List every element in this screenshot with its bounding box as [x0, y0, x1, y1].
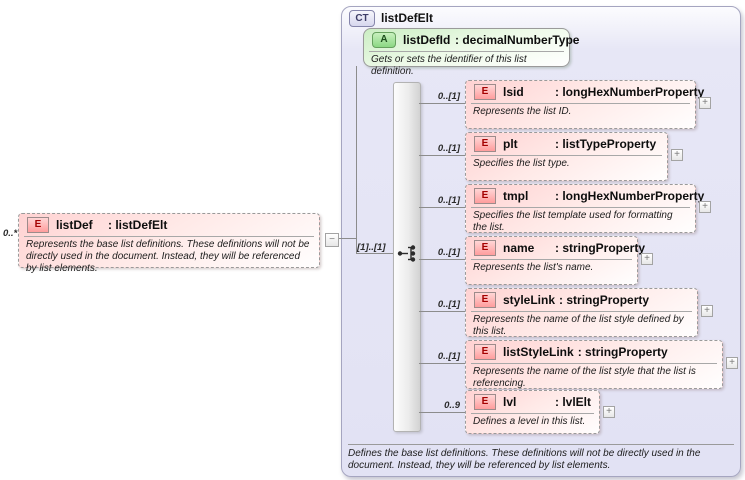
element-type: : listTypeProperty — [555, 137, 657, 151]
expand-toggle-tmpl[interactable]: + — [699, 201, 711, 213]
element-listStyleLink[interactable]: E listStyleLink : stringProperty Represe… — [465, 340, 723, 389]
child-cardinality-label: 0..[1] — [437, 195, 460, 206]
child-cardinality-label: 0..[1] — [437, 91, 460, 102]
element-type: : stringProperty — [555, 241, 646, 255]
complextype-badge: CT — [349, 10, 375, 27]
complextype-title: listDefElt — [381, 11, 434, 25]
connector-child — [419, 207, 465, 208]
element-annotation: Defines a level in this list. — [473, 416, 586, 427]
element-annotation: Specifies the list template used for for… — [473, 210, 673, 233]
divider — [471, 155, 662, 156]
element-annotation: Represents the name of the list style th… — [473, 366, 696, 389]
element-badge-icon: E — [474, 292, 496, 308]
element-type: : listDefElt — [108, 218, 168, 232]
element-styleLink[interactable]: E styleLink : stringProperty Represents … — [465, 288, 698, 337]
divider — [24, 236, 314, 237]
element-badge-icon: E — [474, 394, 496, 410]
complextype-annotation: Defines the base list definitions. These… — [348, 448, 701, 471]
connector-child — [419, 155, 465, 156]
element-annotation: Represents the list ID. — [473, 106, 572, 117]
element-name: lsid — [503, 85, 524, 99]
element-type: : longHexNumberProperty — [555, 85, 705, 99]
element-title: E lsid : longHexNumberProperty — [466, 81, 704, 103]
element-badge-icon: E — [474, 188, 496, 204]
element-name: lvl — [503, 395, 517, 409]
element-listDef-title: E listDef : listDefElt — [19, 214, 319, 236]
child-cardinality-label: 0..[1] — [437, 247, 460, 258]
element-name: name — [503, 241, 535, 255]
element-tmpl[interactable]: E tmpl : longHexNumberProperty Specifies… — [465, 184, 704, 233]
sequence-group-bar[interactable] — [393, 82, 421, 432]
element-name: listDef — [56, 218, 93, 232]
element-name: plt — [503, 137, 518, 151]
divider — [348, 444, 734, 445]
connector-to-sequence — [356, 253, 394, 254]
divider — [471, 363, 717, 364]
element-plt[interactable]: E plt : listTypeProperty Specifies the l… — [465, 132, 668, 181]
element-annotation: Specifies the list type. — [473, 158, 570, 169]
element-type: : longHexNumberProperty — [555, 189, 705, 203]
element-lsid[interactable]: E lsid : longHexNumberProperty Represent… — [465, 80, 704, 129]
divider — [369, 51, 564, 52]
connector-child — [419, 311, 465, 312]
connector-child — [419, 103, 465, 104]
child-cardinality-label: 0..[1] — [437, 143, 460, 154]
expand-toggle-lvl[interactable]: + — [603, 406, 615, 418]
element-listDef[interactable]: E listDef : listDefElt Represents the ba… — [18, 213, 320, 274]
expand-toggle-listStyleLink[interactable]: + — [726, 357, 738, 369]
element-title: E listStyleLink : stringProperty — [466, 341, 722, 363]
connector-child — [419, 363, 465, 364]
element-lvl[interactable]: E lvl : lvlElt Defines a level in this l… — [465, 390, 600, 434]
connector-child — [419, 412, 465, 413]
element-title: E tmpl : longHexNumberProperty — [466, 185, 704, 207]
element-title: E lvl : lvlElt — [466, 391, 599, 413]
sequence-cardinality-label: [1]..[1] — [357, 242, 386, 253]
connector-root-to-tree — [339, 238, 357, 239]
root-cardinality-label: 0..* — [3, 228, 18, 239]
connector-vertical — [356, 66, 357, 254]
element-name-box[interactable]: E name : stringProperty Represents the l… — [465, 236, 645, 285]
element-type: : stringProperty — [559, 293, 650, 307]
element-name: tmpl — [503, 189, 529, 203]
divider — [471, 259, 632, 260]
expand-toggle-plt[interactable]: + — [671, 149, 683, 161]
child-cardinality-label: 0..9 — [444, 400, 460, 411]
element-badge-icon: E — [474, 344, 496, 360]
element-title: E name : stringProperty — [466, 237, 645, 259]
divider — [471, 311, 692, 312]
collapse-toggle-listDef[interactable]: − — [325, 233, 339, 247]
attribute-type: : decimalNumberType — [455, 33, 580, 47]
element-badge-icon: E — [27, 217, 49, 233]
element-annotation: Represents the list's name. — [473, 262, 594, 273]
element-title: E styleLink : stringProperty — [466, 289, 697, 311]
attribute-annotation: Gets or sets the identifier of this list… — [371, 54, 527, 77]
expand-toggle-styleLink[interactable]: + — [701, 305, 713, 317]
attribute-title: A listDefId : decimalNumberType — [364, 29, 579, 51]
element-name: listStyleLink — [503, 345, 574, 359]
connector-child — [419, 259, 465, 260]
expand-toggle-lsid[interactable]: + — [699, 97, 711, 109]
element-name: styleLink — [503, 293, 556, 307]
divider — [471, 207, 690, 208]
divider — [471, 413, 594, 414]
attribute-listDefId[interactable]: A listDefId : decimalNumberType Gets or … — [363, 28, 579, 77]
child-cardinality-label: 0..[1] — [437, 351, 460, 362]
element-type: : lvlElt — [555, 395, 592, 409]
child-cardinality-label: 0..[1] — [437, 299, 460, 310]
sequence-icon — [397, 245, 416, 262]
element-annotation: Represents the name of the list style de… — [473, 314, 684, 337]
element-badge-icon: E — [474, 240, 496, 256]
attribute-badge-icon: A — [372, 32, 396, 48]
element-badge-icon: E — [474, 84, 496, 100]
divider — [471, 103, 690, 104]
expand-toggle-name[interactable]: + — [641, 253, 653, 265]
element-annotation: Represents the base list definitions. Th… — [26, 239, 310, 274]
attribute-name: listDefId — [403, 33, 451, 47]
element-badge-icon: E — [474, 136, 496, 152]
element-type: : stringProperty — [577, 345, 668, 359]
element-title: E plt : listTypeProperty — [466, 133, 667, 155]
